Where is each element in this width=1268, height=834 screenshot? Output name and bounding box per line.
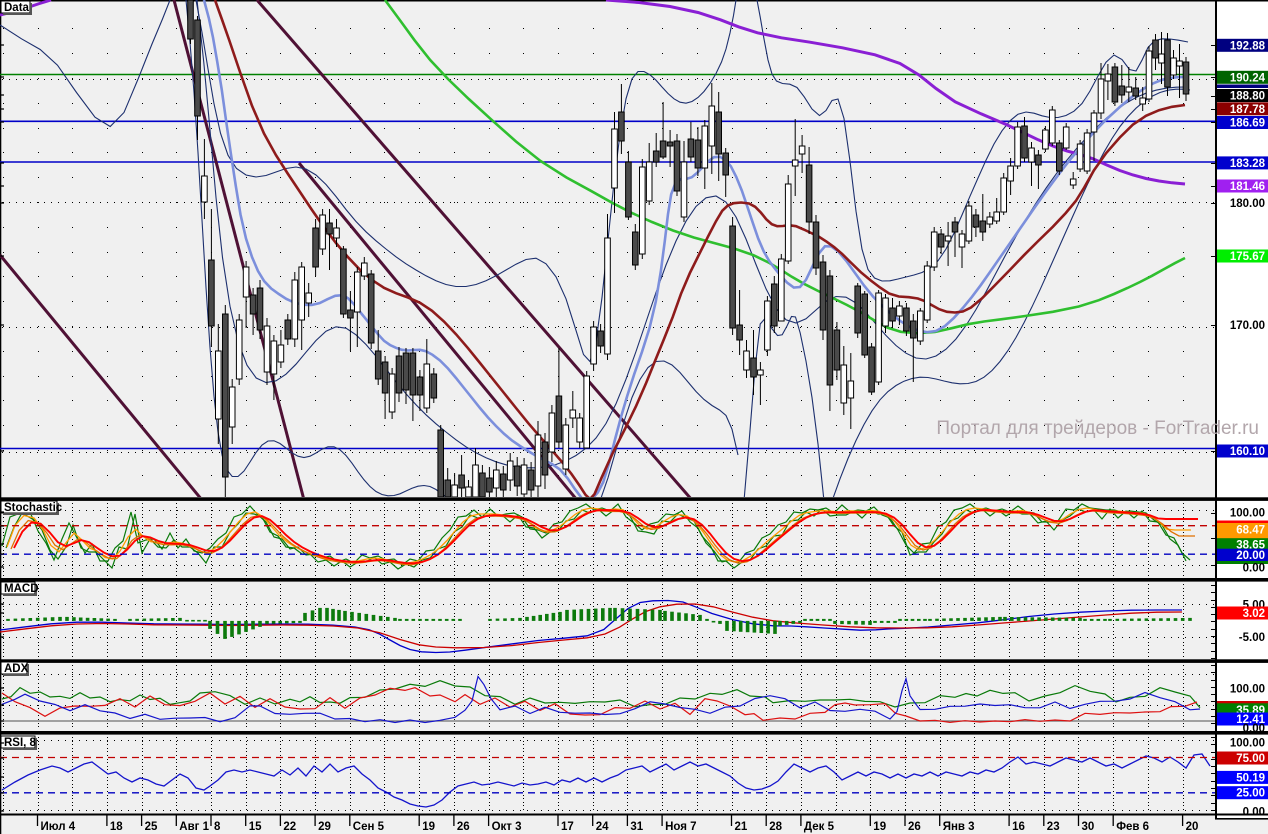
svg-text:19: 19 — [873, 821, 886, 833]
svg-text:26: 26 — [908, 821, 921, 833]
svg-text:28: 28 — [769, 821, 782, 833]
svg-text:25.00: 25.00 — [1236, 788, 1265, 800]
svg-text:Янв 3: Янв 3 — [943, 821, 975, 833]
svg-text:100.00: 100.00 — [1230, 508, 1265, 520]
svg-text:15: 15 — [249, 821, 262, 833]
svg-text:Портал для трейдеров - ForTrad: Портал для трейдеров - ForTrader.ru — [936, 418, 1259, 439]
svg-text:19: 19 — [422, 821, 435, 833]
svg-text:Дек 5: Дек 5 — [804, 821, 835, 833]
svg-text:160.10: 160.10 — [1230, 446, 1265, 458]
svg-text:183.28: 183.28 — [1230, 158, 1266, 170]
svg-text:12.41: 12.41 — [1236, 714, 1265, 726]
svg-text:50.19: 50.19 — [1236, 772, 1265, 784]
svg-text:31: 31 — [630, 821, 643, 833]
svg-text:181.46: 181.46 — [1230, 181, 1265, 193]
svg-text:18: 18 — [110, 821, 123, 833]
svg-text:21: 21 — [735, 821, 748, 833]
svg-text:100.00: 100.00 — [1230, 738, 1265, 750]
svg-text:Июл 4: Июл 4 — [41, 821, 76, 833]
svg-text:20.00: 20.00 — [1236, 550, 1265, 562]
svg-text:Сен 5: Сен 5 — [353, 821, 385, 833]
svg-text:0.00: 0.00 — [1243, 723, 1265, 735]
svg-text:25: 25 — [145, 821, 158, 833]
svg-text:29: 29 — [318, 821, 331, 833]
svg-text:30: 30 — [1082, 821, 1095, 833]
svg-text:0.00: 0.00 — [1243, 807, 1265, 819]
svg-text:RSI, 8: RSI, 8 — [4, 737, 37, 749]
svg-text:8: 8 — [214, 821, 221, 833]
svg-text:Авг 1: Авг 1 — [179, 821, 209, 833]
svg-text:68.47: 68.47 — [1236, 525, 1265, 537]
svg-text:187.78: 187.78 — [1230, 104, 1266, 116]
svg-text:26: 26 — [457, 821, 470, 833]
svg-text:20: 20 — [1186, 821, 1199, 833]
svg-text:Окт 3: Окт 3 — [492, 821, 522, 833]
svg-text:23: 23 — [1047, 821, 1060, 833]
svg-text:175.67: 175.67 — [1230, 251, 1265, 263]
svg-text:180.00: 180.00 — [1230, 198, 1265, 210]
svg-text:17: 17 — [561, 821, 574, 833]
svg-text:ADX: ADX — [4, 663, 29, 675]
svg-text:Фев 6: Фев 6 — [1116, 821, 1149, 833]
svg-text:188.80: 188.80 — [1230, 91, 1265, 103]
svg-text:Stochastic: Stochastic — [4, 502, 63, 514]
svg-text:22: 22 — [283, 821, 296, 833]
svg-text:190.24: 190.24 — [1230, 72, 1266, 84]
svg-text:170.00: 170.00 — [1230, 320, 1265, 332]
svg-text:Data: Data — [4, 2, 30, 14]
svg-text:0.00: 0.00 — [1243, 563, 1265, 575]
svg-text:MACD: MACD — [4, 583, 39, 595]
svg-text:3.02: 3.02 — [1243, 608, 1265, 620]
svg-text:192.88: 192.88 — [1230, 40, 1266, 52]
svg-text:75.00: 75.00 — [1236, 753, 1265, 765]
svg-text:Ноя 7: Ноя 7 — [665, 821, 696, 833]
svg-text:24: 24 — [596, 821, 609, 833]
svg-text:-5.00: -5.00 — [1239, 632, 1265, 644]
svg-text:100.00: 100.00 — [1230, 684, 1265, 696]
svg-text:16: 16 — [1012, 821, 1025, 833]
svg-text:186.69: 186.69 — [1230, 118, 1265, 130]
